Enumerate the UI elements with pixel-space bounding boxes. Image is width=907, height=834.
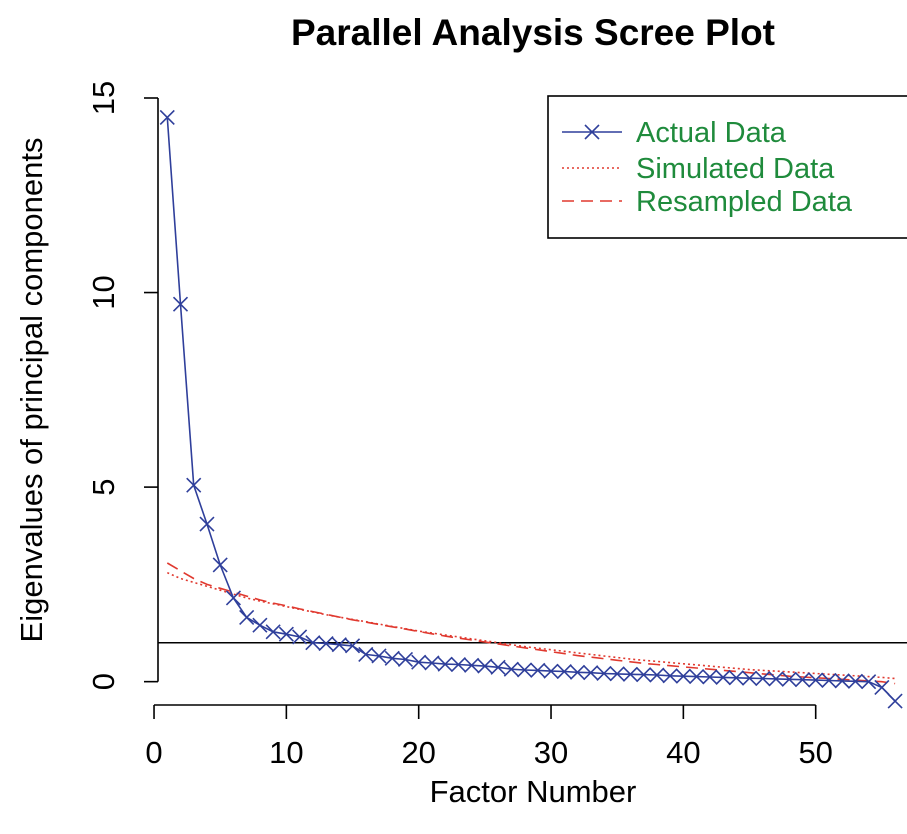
data-point-marker [755,670,771,687]
data-point-marker [371,648,387,664]
series-line-resampled-data [166,562,896,685]
legend-label: Resampled Data [636,186,853,218]
y-axis-ticks: 0 5 10 15 [86,81,158,690]
data-point-marker [543,663,559,679]
data-point-marker [318,635,334,652]
data-point-marker [781,671,797,687]
data-point-marker [239,609,255,626]
data-point-marker [212,557,228,573]
data-point-marker [186,477,202,493]
y-axis-label: Eigenvalues of principal components [14,138,49,643]
data-point-marker [278,626,294,642]
data-point-marker [159,109,175,126]
data-point-marker [569,664,586,680]
data-point-marker [530,662,546,678]
data-point-marker [596,665,612,682]
y-tick-label: 10 [86,275,121,309]
data-point-marker [583,665,599,681]
legend-label: Actual Data [636,117,787,149]
data-point-marker [225,590,241,606]
data-point-marker [834,673,850,689]
data-point-marker [636,667,652,683]
data-point-marker [331,637,347,653]
data-point-marker [397,651,414,668]
data-point-marker [450,656,466,673]
data-point-marker [384,650,400,666]
data-point-marker [821,672,837,689]
data-point-marker [344,638,361,654]
legend-box [547,95,907,239]
x-tick-label: 20 [401,735,435,770]
data-point-marker [464,657,480,673]
data-point-marker [675,668,691,684]
x-axis-ticks: 0 10 20 30 40 50 [145,705,833,770]
data-point-marker [622,666,638,682]
y-tick-label: 15 [86,81,121,115]
data-point-marker [305,635,321,651]
plot-area: 0 10 20 30 40 50 0 5 10 15 [86,81,907,770]
data-point-marker [503,661,519,677]
x-tick-label: 10 [269,735,303,770]
data-point-marker [490,659,506,675]
x-tick-label: 40 [666,735,700,770]
data-point-marker [292,629,308,645]
data-point-marker [265,624,281,640]
data-point-marker [437,656,453,672]
data-point-marker [847,673,863,689]
data-point-marker [662,668,678,684]
data-point-marker [874,679,890,696]
data-point-marker [477,658,493,674]
data-point-marker [808,672,824,688]
data-point-marker [715,669,731,685]
data-point-marker [172,296,189,312]
data-point-marker [689,669,705,685]
data-point-marker [199,516,215,532]
x-tick-label: 0 [145,735,162,770]
x-tick-label: 30 [534,735,568,770]
data-point-marker [556,663,572,680]
data-point-marker [609,666,625,682]
chart-title: Parallel Analysis Scree Plot [291,12,775,53]
series-line-actual-data [166,117,896,702]
data-point-marker [794,672,811,688]
data-point-marker [887,693,903,709]
series-line-simulated-data [166,571,896,680]
data-point-marker [702,669,718,685]
series-layer [159,109,903,709]
x-tick-label: 50 [798,735,832,770]
y-tick-label: 0 [86,673,121,690]
legend-marker [584,124,600,140]
data-point-marker [424,655,440,671]
data-point-marker [252,617,268,633]
data-point-marker [516,662,533,678]
data-point-marker [741,670,758,686]
data-point-marker [861,674,877,690]
data-point-marker [728,670,744,686]
x-axis-label: Factor Number [430,774,637,809]
y-tick-label: 5 [86,478,121,495]
data-point-marker [649,667,665,683]
data-point-marker [768,671,784,687]
legend-label: Simulated Data [636,153,835,185]
data-point-marker [358,646,374,662]
data-point-marker [411,654,427,670]
